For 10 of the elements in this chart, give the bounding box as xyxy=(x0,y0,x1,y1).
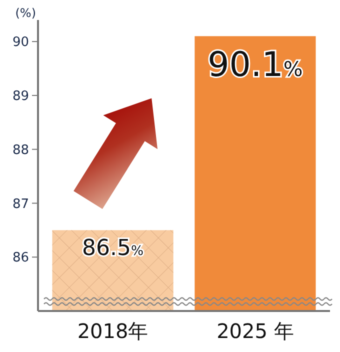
y-axis-title: (%) xyxy=(15,6,36,20)
y-tick-label: 88 xyxy=(12,142,29,158)
y-tick-label: 89 xyxy=(12,88,29,104)
y-tick-label: 90 xyxy=(12,35,29,50)
x-tick-label: 2018年 xyxy=(77,319,148,343)
x-tick-label: 2025 年 xyxy=(216,319,294,343)
data-label: 90.1% xyxy=(208,45,303,86)
data-label: 86.5% xyxy=(82,236,144,262)
y-tick-label: 86 xyxy=(12,250,29,266)
y-tick-label: 87 xyxy=(12,196,29,212)
